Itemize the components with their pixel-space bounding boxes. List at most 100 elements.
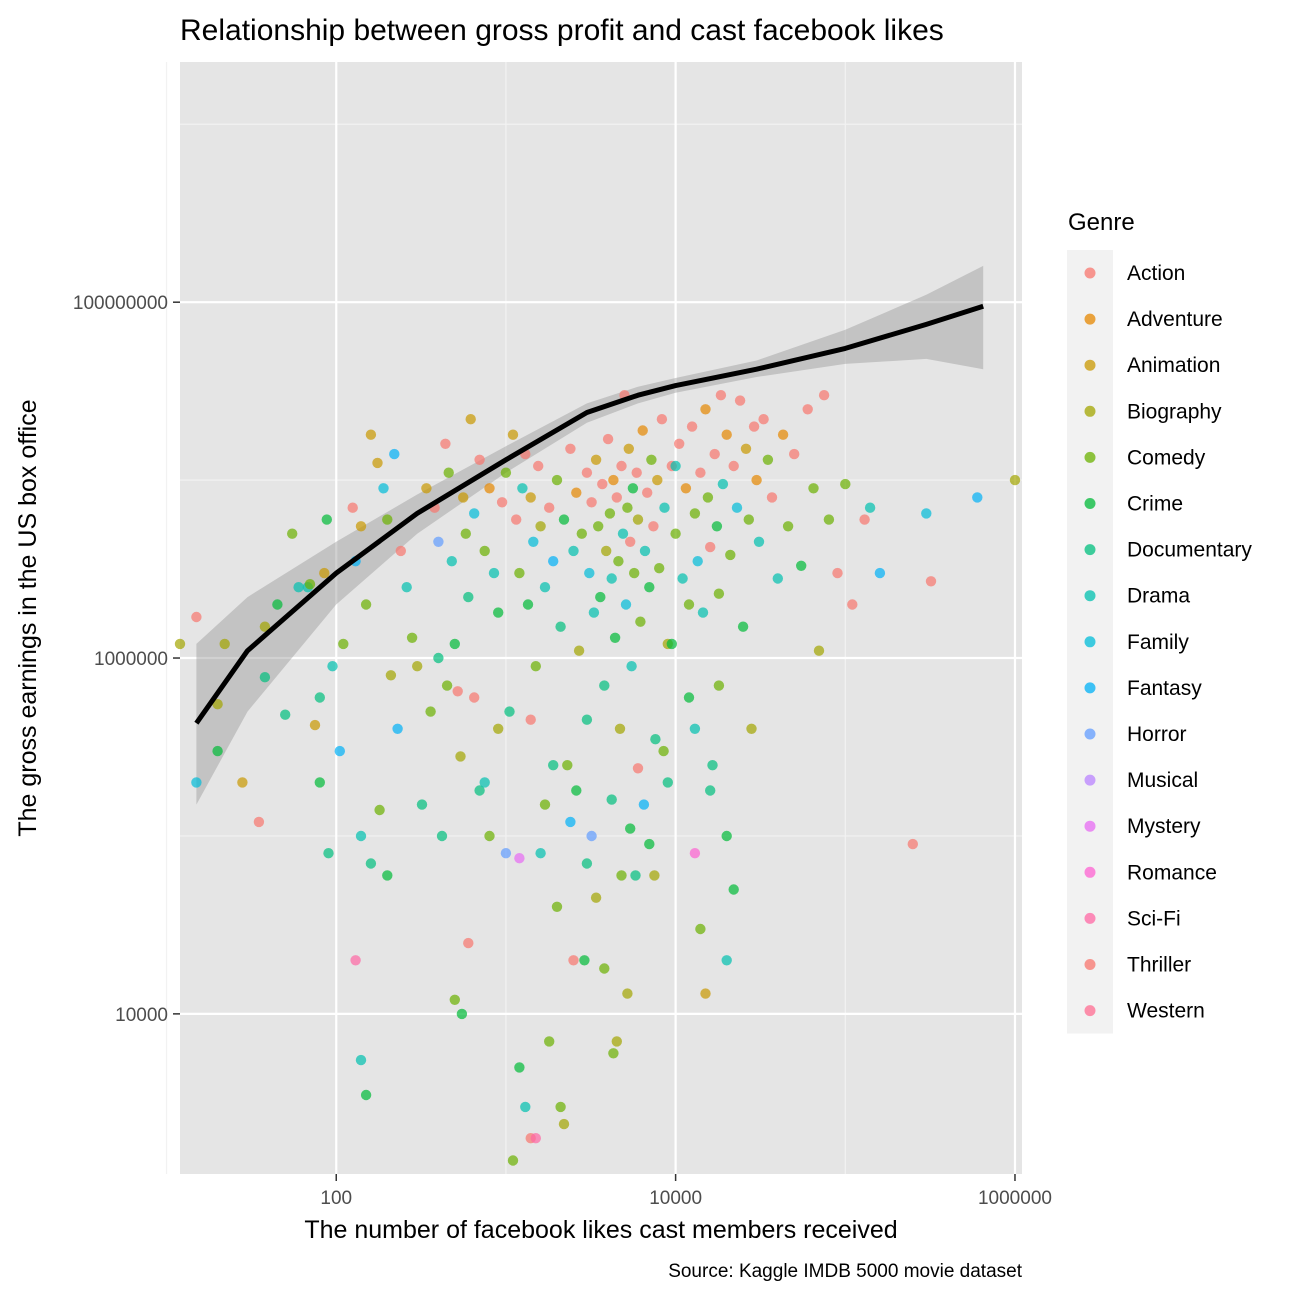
data-point <box>613 556 624 567</box>
data-point <box>365 429 377 440</box>
data-point <box>568 545 579 557</box>
legend-label: Musical <box>1127 769 1198 792</box>
legend-swatch <box>1084 267 1096 279</box>
data-point <box>581 714 593 725</box>
confidence-band-layer <box>196 265 984 805</box>
data-point <box>638 799 650 810</box>
grid-minor <box>165 62 1022 1174</box>
data-point <box>389 448 400 460</box>
data-point <box>796 560 807 571</box>
data-point <box>611 492 622 503</box>
data-point <box>686 421 698 432</box>
data-point <box>321 514 332 525</box>
x-axis: 100 10000 1000000 <box>320 1174 1052 1209</box>
data-point <box>635 616 646 627</box>
data-point <box>874 567 886 579</box>
data-point <box>677 573 688 584</box>
data-point <box>365 858 377 869</box>
data-point <box>925 576 937 587</box>
legend-swatch <box>1084 728 1096 740</box>
x-axis-label: The number of facebook likes cast member… <box>304 1216 897 1244</box>
data-point <box>355 521 367 532</box>
data-point <box>972 492 983 503</box>
data-point <box>705 541 716 553</box>
data-point <box>639 545 651 557</box>
legend-swatch <box>1084 636 1096 648</box>
data-point <box>479 545 490 557</box>
data-point <box>654 563 665 574</box>
legend-swatch <box>1084 912 1096 924</box>
data-point <box>474 454 485 465</box>
data-point <box>632 514 644 525</box>
data-point <box>584 567 595 579</box>
data-point <box>500 848 512 859</box>
data-point <box>717 478 729 490</box>
data-point <box>644 838 655 850</box>
legend-swatch <box>1084 590 1096 602</box>
data-point <box>666 638 677 650</box>
data-point <box>581 858 593 869</box>
data-point <box>474 785 485 796</box>
data-point <box>751 474 762 486</box>
data-point <box>555 1101 566 1113</box>
data-point <box>237 777 248 788</box>
data-point <box>530 1133 541 1144</box>
data-point <box>334 745 345 757</box>
data-point <box>514 853 525 864</box>
data-point <box>728 460 739 472</box>
data-point <box>479 777 490 788</box>
data-point <box>539 799 551 810</box>
data-point <box>191 777 202 788</box>
legend-swatch <box>1084 774 1096 786</box>
data-point <box>458 492 469 503</box>
data-point <box>314 692 325 703</box>
data-point <box>637 425 648 436</box>
data-point <box>813 645 825 656</box>
data-point <box>808 483 819 494</box>
data-point <box>525 714 536 725</box>
data-point <box>588 607 600 618</box>
data-point <box>921 508 932 519</box>
data-point <box>511 514 522 525</box>
data-point <box>579 955 590 966</box>
data-point <box>562 760 573 771</box>
data-point <box>555 621 566 632</box>
data-point <box>586 497 597 508</box>
data-point <box>533 460 544 472</box>
data-point <box>586 830 597 842</box>
data-point <box>859 514 870 525</box>
data-point <box>649 870 660 881</box>
data-point <box>907 838 918 850</box>
data-point <box>630 870 641 881</box>
data-point <box>740 443 752 454</box>
data-point <box>558 514 570 525</box>
legend-label: Crime <box>1127 493 1183 516</box>
legend-swatch <box>1084 682 1096 694</box>
data-point <box>425 706 436 717</box>
data-point <box>590 454 602 465</box>
data-point <box>642 487 653 498</box>
data-point <box>372 457 383 469</box>
data-point <box>631 467 642 478</box>
data-point <box>627 483 639 494</box>
data-point <box>721 429 732 440</box>
data-point <box>496 497 508 508</box>
legend-swatch <box>1084 820 1096 832</box>
data-point <box>573 645 585 656</box>
x-tick-label: 10000 <box>649 1188 702 1209</box>
x-tick-label: 100 <box>320 1188 352 1209</box>
data-point <box>212 699 223 710</box>
data-point <box>528 536 539 547</box>
data-point <box>670 460 681 472</box>
confidence-band <box>196 265 984 805</box>
data-point <box>652 474 663 486</box>
data-point <box>327 661 338 672</box>
data-point <box>455 751 466 762</box>
y-tick-label: 100000000 <box>73 293 168 314</box>
data-point <box>382 870 393 881</box>
data-point <box>700 404 711 415</box>
data-point <box>713 680 725 691</box>
legend-swatch <box>1084 498 1096 509</box>
data-point <box>504 706 515 717</box>
legend-label: Sci-Fi <box>1127 907 1181 930</box>
